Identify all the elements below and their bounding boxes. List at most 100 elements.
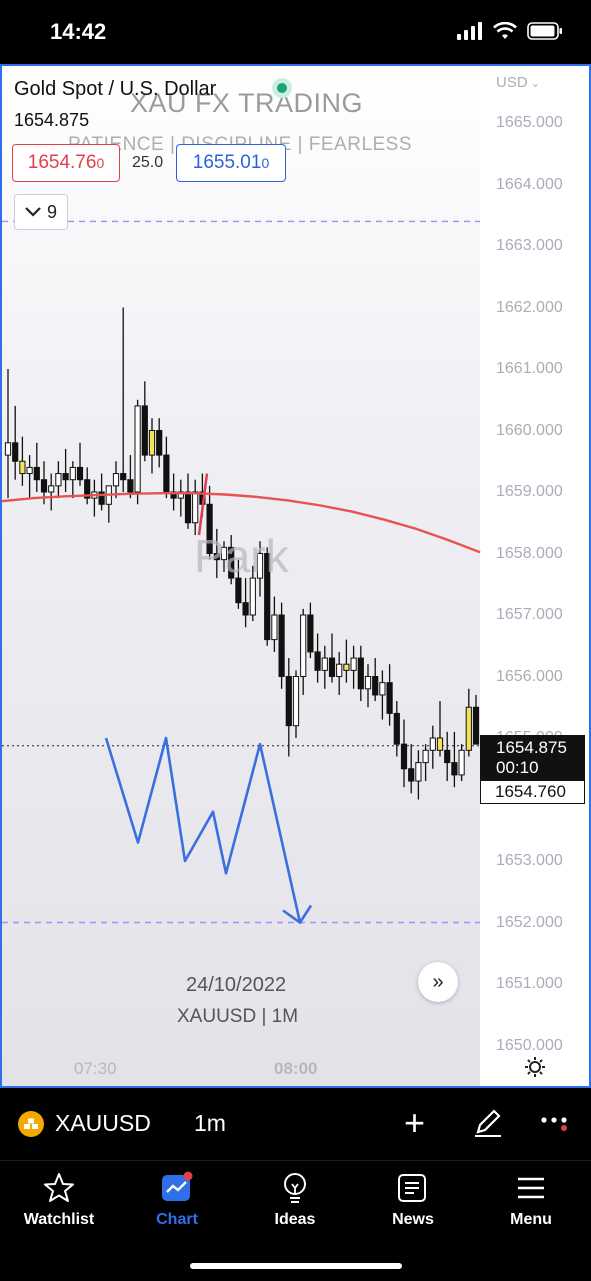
candle-body <box>408 768 415 782</box>
price-axis-label: 1656.000 <box>496 667 563 685</box>
indicators-toggle[interactable]: 9 <box>14 194 68 230</box>
status-bar: 14:42 <box>0 0 591 64</box>
candle-body <box>278 614 285 677</box>
status-icons <box>457 22 563 40</box>
candle-body <box>48 485 55 493</box>
more-options-icon[interactable] <box>540 1106 570 1141</box>
bottom-tab-bar: Watchlist Chart Ideas News Menu <box>0 1160 591 1281</box>
tab-watchlist[interactable]: Watchlist <box>4 1171 114 1229</box>
candle-body <box>336 663 343 678</box>
price-axis-label: 1665.000 <box>496 114 563 131</box>
candle-body <box>314 651 321 671</box>
candle-body <box>393 712 400 745</box>
candle-body <box>55 473 62 487</box>
candle-body <box>12 442 19 462</box>
sell-button[interactable]: 1654.76 0 <box>12 144 120 182</box>
star-icon <box>44 1173 74 1202</box>
session-watermark: Park <box>194 530 290 582</box>
buy-price: 1655.01 <box>192 152 262 173</box>
candle-body <box>213 553 220 561</box>
tab-menu[interactable]: Menu <box>476 1171 586 1229</box>
cellular-signal-icon <box>457 22 482 40</box>
candle-body <box>321 657 328 671</box>
candle-body <box>112 473 120 487</box>
tab-news[interactable]: News <box>358 1171 468 1229</box>
price-axis-label: 1650.000 <box>496 1036 563 1054</box>
symbol-toolbar: XAUUSD 1m + <box>0 1094 591 1156</box>
candle-body <box>415 762 422 782</box>
candle-body <box>357 657 364 690</box>
candle-body <box>264 553 271 641</box>
candlestick-chart[interactable]: Park <box>2 66 589 1088</box>
spread-value: 25.0 <box>132 154 164 171</box>
timeframe-selector[interactable]: 1m <box>194 1110 226 1136</box>
candle-body <box>170 491 177 499</box>
candle-body <box>84 479 91 499</box>
candle-body <box>343 663 350 671</box>
price-axis-label: 1658.000 <box>496 544 563 562</box>
chevron-down-icon: ⌄ <box>527 78 540 90</box>
candle-body <box>26 466 33 475</box>
price-axis-label: 1652.000 <box>496 913 563 931</box>
tab-label: News <box>392 1211 434 1228</box>
chart-area[interactable]: XAU FX TRADING PATIENCE | DISCIPLINE | F… <box>0 64 591 1088</box>
candle-body <box>444 749 451 764</box>
tab-label: Ideas <box>274 1211 316 1228</box>
candle-body <box>156 430 163 456</box>
candle-body <box>271 614 278 641</box>
candle-body <box>285 676 292 727</box>
candle-body <box>134 405 141 493</box>
gold-bars-icon <box>18 1111 44 1137</box>
candle-body <box>249 577 256 616</box>
sell-price: 1654.76 <box>27 152 97 173</box>
candle-body <box>127 479 134 493</box>
scroll-to-realtime-button[interactable]: » <box>418 962 458 1002</box>
candle-body <box>300 614 307 677</box>
price-axis-label: 1662.000 <box>496 298 563 316</box>
candle-body <box>120 473 127 481</box>
chevron-down-icon <box>25 207 41 217</box>
symbol-selector[interactable]: XAUUSD <box>55 1110 151 1136</box>
tab-ideas[interactable]: Ideas <box>240 1171 350 1229</box>
candle-body <box>458 749 465 776</box>
candle-body <box>451 762 458 776</box>
candle-body <box>62 473 69 481</box>
candle-body <box>350 657 357 671</box>
tab-label: Chart <box>156 1211 198 1228</box>
candle-body <box>235 577 242 604</box>
candle-body <box>429 737 436 751</box>
price-axis-label: 1660.000 <box>496 421 563 439</box>
home-indicator <box>190 1263 402 1269</box>
candle-body <box>40 479 48 493</box>
currency-selector[interactable]: USD ⌄ <box>496 74 540 91</box>
lightbulb-icon <box>284 1173 306 1203</box>
chart-settings-icon[interactable] <box>524 1056 546 1084</box>
price-axis-label: 1651.000 <box>496 975 563 992</box>
chart-icon <box>162 1171 193 1201</box>
candle-body <box>422 749 429 764</box>
drawn-arrowhead <box>282 904 313 925</box>
candle-body <box>19 460 26 475</box>
candle-body <box>472 706 480 745</box>
candle-body <box>4 442 12 456</box>
add-icon[interactable]: + <box>404 1102 426 1143</box>
candle-body <box>364 676 372 690</box>
candle-body <box>192 491 199 524</box>
buy-button[interactable]: 1655.01 0 <box>176 144 286 182</box>
drawing-tools-icon[interactable] <box>472 1106 504 1143</box>
drawn-zigzag-line <box>104 736 302 923</box>
moving-average-line <box>2 492 481 554</box>
current-price-value: 1654.875 <box>496 738 567 757</box>
time-axis-label: 07:30 <box>74 1059 117 1078</box>
price-axis-label: 1659.000 <box>496 483 563 500</box>
battery-icon <box>527 22 562 40</box>
price-axis-column[interactable] <box>480 66 589 1086</box>
candle-body <box>177 491 184 499</box>
tab-chart[interactable]: Chart <box>122 1171 232 1229</box>
drawing-mark <box>197 473 209 536</box>
time-axis-label: 08:00 <box>274 1059 318 1078</box>
candle-body <box>436 737 444 751</box>
symbol-title[interactable]: Gold Spot / U.S. Dollar <box>14 78 217 100</box>
candle-body <box>98 491 105 505</box>
market-open-indicator <box>272 78 292 98</box>
